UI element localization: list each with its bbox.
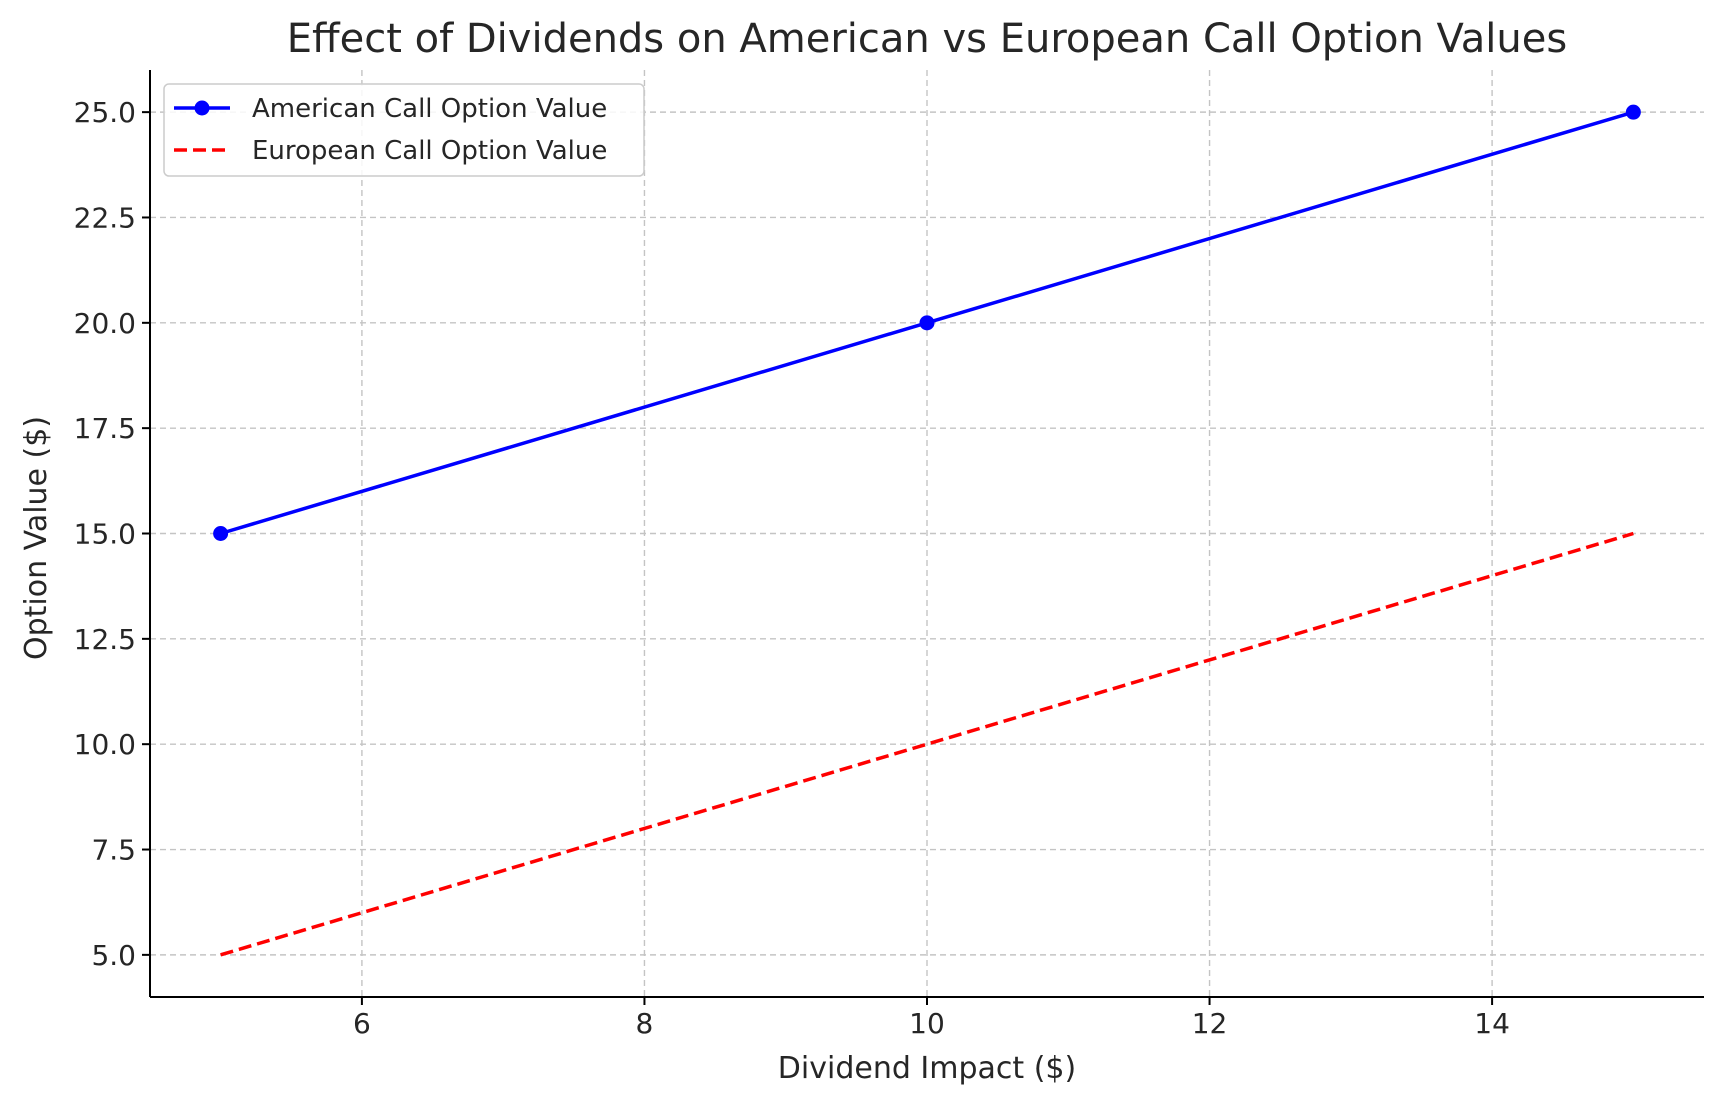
legend-box [163, 83, 645, 177]
data-point-american-call-option-value [919, 315, 935, 331]
y-tick-label: 7.5 [91, 834, 136, 867]
data-point-american-call-option-value [1625, 104, 1641, 120]
y-tick-label: 20.0 [74, 307, 136, 340]
y-tick-label: 12.5 [74, 623, 136, 656]
y-tick-label: 10.0 [74, 728, 136, 761]
tick-labels: 6 8 10 12 14 5.0 7.5 10.0 12.5 15.0 17.5 20.0 22.5 25… [74, 96, 1510, 1040]
series-line-european-call-option-value [220, 531, 1634, 957]
x-tick-label: 6 [353, 1007, 371, 1040]
data-point-american-call-option-value [213, 526, 229, 541]
y-tick-label: 25.0 [74, 96, 136, 129]
grid-lines [150, 70, 1704, 997]
chart-title: Effect of Dividends on American vs Europ… [287, 16, 1567, 62]
y-tick-label: 5.0 [91, 939, 136, 972]
x-tick-label: 8 [636, 1007, 654, 1040]
x-tick-label: 14 [1474, 1007, 1510, 1040]
y-tick-label: 22.5 [74, 201, 136, 234]
y-axis-label: Option Value ($) [19, 416, 54, 660]
axes [142, 70, 1704, 1005]
x-tick-label: 12 [1192, 1007, 1228, 1040]
data-series [213, 104, 1641, 957]
legend-label-european: European Call Option Value [252, 136, 607, 166]
y-tick-label: 17.5 [74, 412, 136, 445]
y-tick-label: 15.0 [74, 518, 136, 551]
legend-marker-american [194, 100, 210, 116]
x-axis-label: Dividend Impact ($) [778, 1051, 1076, 1086]
legend: American Call Option Value European Call… [163, 83, 645, 177]
x-tick-label: 10 [909, 1007, 945, 1040]
legend-label-american: American Call Option Value [252, 94, 607, 124]
